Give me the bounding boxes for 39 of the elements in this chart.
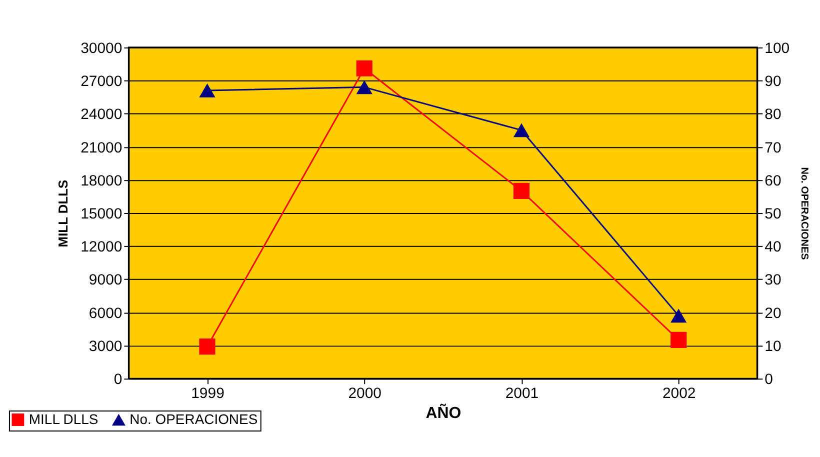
point — [199, 84, 216, 98]
y-tick-label: 0 — [114, 371, 122, 388]
point — [356, 80, 372, 94]
y2-tick-label: 20 — [764, 304, 782, 322]
point — [513, 123, 530, 138]
y2-axis-title: No. OPERACIONES — [798, 167, 810, 260]
y-tick-label: 27000 — [80, 73, 122, 90]
point — [513, 182, 530, 199]
y-tick-label: 12000 — [80, 238, 122, 256]
legend-label: MILL DLLS — [28, 410, 98, 427]
y-axis-title: MILL DLLS — [56, 179, 71, 248]
y2-tick-label: 10 — [764, 338, 782, 355]
x-tick-label: 2002 — [662, 385, 696, 402]
point — [356, 60, 372, 76]
y2-tick-label: 60 — [764, 172, 782, 190]
y2-tick-label: 0 — [764, 371, 773, 388]
x-tick-label: 1999 — [191, 385, 224, 402]
y-tick-label: 15000 — [80, 206, 122, 222]
y-tick-label: 24000 — [80, 106, 122, 124]
point — [199, 338, 216, 355]
x-tick-label: 2000 — [348, 385, 382, 402]
y2-tick-label: 100 — [764, 40, 790, 57]
y-tick-label: 30000 — [80, 40, 122, 57]
legend-label: No. OPERACIONES — [130, 411, 258, 428]
point — [670, 332, 687, 348]
y2-tick-label: 50 — [764, 206, 782, 222]
y2-tick-label: 80 — [764, 106, 782, 124]
x-tick-label: 2001 — [505, 385, 539, 402]
y-tick-label: 9000 — [88, 272, 122, 289]
point — [670, 308, 687, 323]
y-tick-label: 3000 — [88, 338, 122, 355]
x-axis-title: AÑO — [426, 403, 462, 422]
y2-tick-label: 90 — [764, 73, 782, 90]
y-tick-label: 18000 — [80, 172, 122, 190]
y-tick-label: 6000 — [88, 304, 122, 322]
y-tick-label: 21000 — [80, 139, 122, 156]
y2-tick-label: 40 — [764, 238, 782, 256]
y2-tick-label: 30 — [764, 272, 782, 289]
y2-tick-label: 70 — [764, 139, 782, 156]
